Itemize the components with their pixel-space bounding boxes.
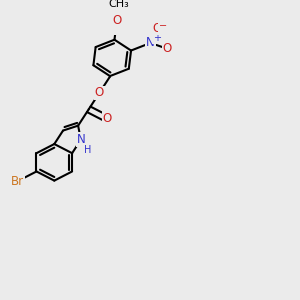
- Text: H: H: [83, 145, 91, 154]
- Text: O: O: [103, 112, 112, 125]
- Text: N: N: [76, 133, 85, 146]
- Text: O: O: [163, 42, 172, 55]
- Text: CH₃: CH₃: [109, 0, 129, 9]
- Text: O: O: [112, 14, 122, 28]
- Text: N: N: [146, 36, 155, 50]
- Text: Br: Br: [11, 175, 24, 188]
- Text: O: O: [95, 86, 104, 100]
- Text: O: O: [152, 22, 162, 34]
- Text: +: +: [153, 33, 161, 43]
- Text: −: −: [159, 21, 167, 31]
